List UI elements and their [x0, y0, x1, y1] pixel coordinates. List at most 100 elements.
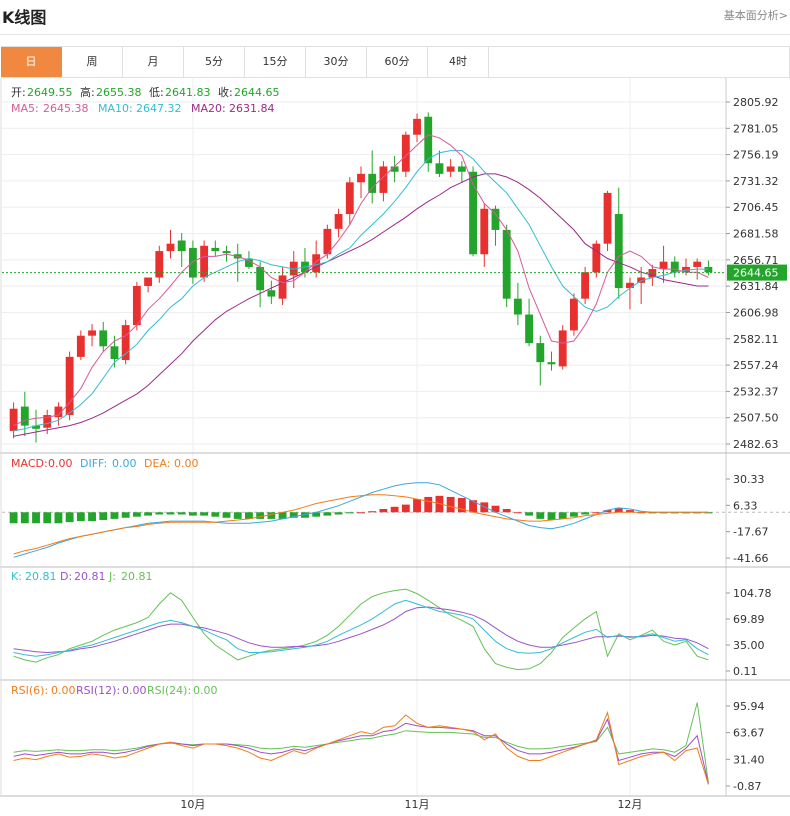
candle-body	[569, 298, 578, 331]
candle-body	[267, 290, 276, 297]
ma10-value: 2647.32	[136, 102, 182, 115]
macd-bar	[65, 512, 74, 523]
candle-body	[491, 208, 500, 230]
rsi6-label: RSI(6):	[11, 684, 48, 697]
macd-bar	[424, 496, 433, 513]
macd-bar	[222, 512, 231, 518]
tab-5[interactable]: 30分	[306, 47, 367, 77]
ma20-line	[13, 173, 709, 437]
macd-y-tick: 30.33	[733, 473, 765, 486]
macd-bar	[9, 512, 18, 524]
macd-bar	[245, 512, 253, 519]
candle-body	[513, 298, 522, 315]
macd-bar	[256, 512, 265, 519]
tab-2[interactable]: 月	[123, 47, 184, 77]
macd-bar	[704, 512, 713, 514]
macd-bar	[446, 496, 455, 513]
y-tick-label: 2532.37	[733, 385, 779, 398]
rsi24-value: 0.00	[193, 684, 218, 697]
ma10-line	[13, 150, 709, 432]
macd-bar	[345, 512, 354, 514]
candle-body	[289, 261, 298, 276]
macd-bar	[289, 512, 298, 518]
macd-bar	[188, 512, 197, 516]
rsi12-line	[13, 717, 709, 784]
open-value: 2649.55	[27, 86, 73, 99]
candle-body	[43, 415, 52, 428]
tab-7[interactable]: 4时	[428, 47, 489, 77]
rsi12-value: 0.00	[122, 684, 147, 697]
ma10-label: MA10:	[98, 102, 133, 115]
macd-bar	[547, 512, 556, 520]
candle-body	[424, 116, 433, 164]
candle-body	[693, 261, 702, 267]
close-value: 2644.65	[234, 86, 280, 99]
rsi6-value: 0.00	[51, 684, 76, 697]
tab-6[interactable]: 60分	[367, 47, 428, 77]
macd-bar	[413, 499, 421, 513]
candle-body	[121, 325, 130, 361]
macd-bar	[99, 512, 108, 520]
tab-1[interactable]: 周	[62, 47, 123, 77]
candle-body	[435, 163, 444, 174]
macd-bar	[513, 512, 522, 514]
candle-body	[525, 314, 534, 344]
macd-bar	[334, 512, 343, 515]
kdj-y-tick: 69.89	[733, 613, 765, 626]
close-label: 收:	[218, 85, 233, 99]
macd-bar	[144, 512, 153, 516]
macd-bar	[480, 502, 489, 513]
candle-body	[278, 275, 287, 299]
y-tick-label: 2805.92	[733, 96, 779, 109]
macd-bar	[155, 512, 164, 515]
tab-3[interactable]: 5分	[184, 47, 245, 77]
k-line	[13, 599, 709, 657]
macd-value: 0.00	[48, 457, 73, 470]
y-tick-label: 2681.58	[733, 228, 779, 241]
macd-bar	[603, 510, 612, 513]
y-tick-label: 2656.71	[733, 254, 779, 267]
macd-y-tick: -41.66	[733, 552, 768, 565]
candle-body	[357, 173, 365, 183]
macd-bar	[323, 512, 332, 516]
low-value: 2641.83	[165, 86, 211, 99]
rsi6-line	[13, 710, 709, 785]
macd-bar	[670, 512, 679, 514]
y-tick-label: 2756.19	[733, 149, 779, 162]
macd-bar	[569, 512, 578, 517]
y-tick-label: 2781.05	[733, 122, 779, 135]
macd-y-tick: -17.67	[733, 526, 768, 539]
candle-body	[648, 269, 657, 278]
x-tick-label: 12月	[617, 798, 642, 811]
macd-bar	[368, 511, 377, 513]
macd-bar	[682, 512, 690, 514]
rsi-y-tick: -0.87	[733, 780, 761, 793]
macd-bar	[469, 500, 477, 513]
ma20-label: MA20:	[191, 102, 226, 115]
header: K线图 基本面分析>	[0, 0, 790, 35]
candle-body	[637, 277, 646, 283]
y-tick-label: 2507.50	[733, 412, 779, 425]
rsi24-line	[13, 702, 709, 783]
rsi24-label: RSI(24):	[147, 684, 191, 697]
candle-body	[536, 343, 545, 363]
macd-bar	[166, 512, 175, 515]
y-tick-label: 2706.45	[733, 201, 779, 214]
tab-4[interactable]: 15分	[245, 47, 306, 77]
d-label: D:	[60, 570, 72, 583]
ma-lines	[13, 134, 709, 437]
macd-bar	[626, 510, 634, 513]
fundamental-analysis-link[interactable]: 基本面分析>	[723, 9, 788, 22]
j-value: 20.81	[121, 570, 153, 583]
candle-body	[9, 408, 18, 431]
macd-bar	[401, 504, 410, 513]
macd-panel	[2, 482, 790, 558]
macd-bar	[177, 512, 186, 515]
macd-bar	[312, 512, 321, 517]
ma5-label: MA5:	[11, 102, 39, 115]
k-value: 20.81	[25, 570, 57, 583]
candle-body	[446, 166, 455, 172]
macd-y-tick: 6.33	[733, 499, 758, 512]
tab-0[interactable]: 日	[1, 47, 62, 77]
